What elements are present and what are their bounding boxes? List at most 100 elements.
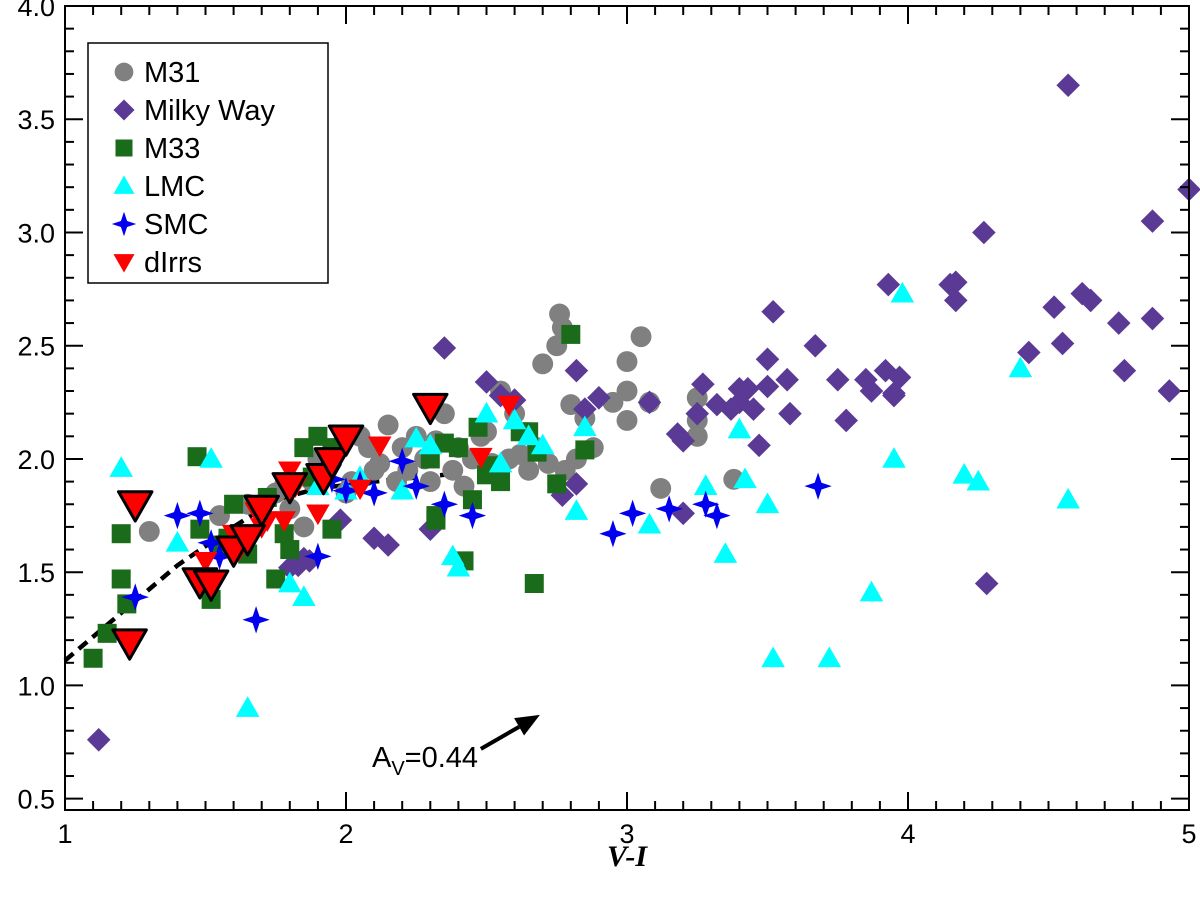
data-point xyxy=(573,397,597,421)
y-tick-label: 2.5 xyxy=(17,332,55,362)
data-point-highlighted xyxy=(243,494,280,528)
data-point xyxy=(442,459,464,481)
data-point xyxy=(1078,288,1103,313)
data-point xyxy=(693,474,718,495)
data-point xyxy=(292,585,316,606)
data-point xyxy=(1056,73,1080,98)
data-point xyxy=(587,386,611,410)
data-point xyxy=(859,580,884,602)
data-point xyxy=(186,499,214,527)
x-tick-label: 2 xyxy=(338,819,353,849)
reddening-arrow-shaft xyxy=(479,725,521,751)
y-tick-label: 4.0 xyxy=(17,0,55,22)
data-point xyxy=(418,433,443,455)
data-point-highlighted xyxy=(111,628,148,661)
data-point xyxy=(803,333,828,358)
data-point xyxy=(1056,487,1080,509)
legend-marker xyxy=(114,62,134,82)
data-point xyxy=(825,367,850,392)
data-point xyxy=(432,336,457,360)
data-point xyxy=(462,490,482,510)
data-point xyxy=(377,414,399,436)
data-point xyxy=(655,495,683,523)
data-point xyxy=(274,524,294,544)
data-point xyxy=(747,433,771,458)
data-point xyxy=(502,408,527,430)
data-point xyxy=(691,372,715,396)
data-point xyxy=(390,478,414,500)
data-point xyxy=(446,555,471,577)
data-point xyxy=(755,347,780,372)
data-point xyxy=(713,542,738,563)
points-layer xyxy=(83,73,1200,752)
data-point xyxy=(1112,358,1137,383)
data-point xyxy=(564,472,589,496)
data-point xyxy=(761,646,785,668)
data-point xyxy=(419,471,441,493)
data-point-highlighted xyxy=(229,524,266,557)
data-point xyxy=(692,490,720,518)
extinction-label: AV=0.44 xyxy=(372,742,478,780)
data-point xyxy=(448,438,468,458)
data-point xyxy=(1140,306,1165,331)
data-point xyxy=(306,504,330,526)
legend-box xyxy=(87,42,329,284)
data-point xyxy=(530,433,555,455)
data-point xyxy=(599,520,627,548)
y-tick-label: 1.0 xyxy=(17,671,55,701)
data-point xyxy=(876,272,901,297)
legend-label: M33 xyxy=(144,133,200,165)
data-point xyxy=(293,516,315,538)
data-point xyxy=(804,472,832,500)
extinction-label-value: =0.44 xyxy=(405,742,478,774)
data-point-highlighted xyxy=(192,569,230,602)
y-axis: 0.5 1.0 1.5 2.0 2.5 3.0 3.5 4.0 xyxy=(17,0,1189,815)
data-point xyxy=(97,623,117,643)
data-point xyxy=(741,397,766,421)
legend-label: Milky Way xyxy=(144,95,276,127)
extinction-label-a: A xyxy=(372,742,392,774)
data-point xyxy=(469,447,493,469)
data-point xyxy=(468,417,488,437)
data-point xyxy=(1157,379,1182,403)
data-point xyxy=(719,397,743,421)
data-point xyxy=(404,426,429,448)
data-point xyxy=(111,524,131,544)
data-point-highlighted xyxy=(313,447,351,480)
data-point xyxy=(616,410,638,431)
data-point xyxy=(497,395,521,417)
series-lmc xyxy=(109,281,1080,717)
data-point xyxy=(573,415,597,437)
data-point xyxy=(272,511,296,532)
reddening-arrow-head xyxy=(514,714,540,736)
data-point-highlighted xyxy=(117,490,154,523)
legend-label: M31 xyxy=(144,57,200,89)
x-tick-label: 5 xyxy=(1181,819,1196,849)
data-point xyxy=(616,351,638,373)
data-point-highlighted xyxy=(412,392,449,426)
data-point xyxy=(322,519,342,539)
data-point xyxy=(474,401,499,423)
data-point xyxy=(121,583,149,611)
data-point xyxy=(474,370,499,394)
legend-label: LMC xyxy=(144,171,205,203)
data-point xyxy=(86,728,111,752)
data-point xyxy=(685,401,710,426)
data-point xyxy=(420,449,440,469)
data-point xyxy=(509,443,531,465)
y-tick-label: 2.0 xyxy=(17,445,55,475)
data-point xyxy=(761,299,785,324)
data-point xyxy=(190,519,210,539)
data-point xyxy=(974,571,999,596)
data-point xyxy=(1140,209,1165,233)
data-point xyxy=(966,469,991,491)
data-point xyxy=(1017,340,1041,365)
data-point xyxy=(199,447,223,468)
data-point xyxy=(458,501,487,530)
data-point xyxy=(224,494,244,514)
data-point xyxy=(755,492,780,514)
data-point xyxy=(952,463,976,484)
data-point xyxy=(197,529,225,557)
data-point xyxy=(943,288,968,313)
data-point xyxy=(671,501,695,526)
